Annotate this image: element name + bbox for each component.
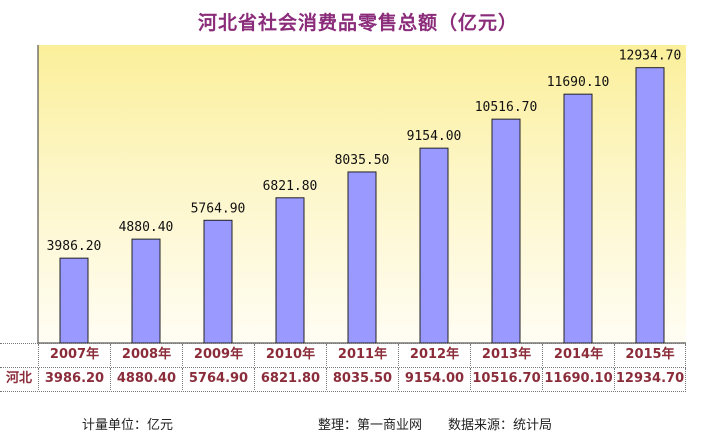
value-cell-3: 6821.80 (254, 368, 326, 390)
category-cell-5: 2012年 (398, 344, 470, 366)
bar-1 (131, 238, 161, 344)
category-cell-0: 2007年 (38, 344, 110, 366)
value-cell-6: 10516.70 (470, 368, 542, 390)
table-top-border (0, 343, 686, 344)
category-cell-7: 2014年 (542, 344, 614, 366)
table-bottom-border (0, 391, 686, 392)
chart-title: 河北省社会消费品零售总额（亿元） (197, 12, 518, 34)
bar-5 (419, 147, 449, 344)
bar-3 (275, 197, 305, 344)
bar-2 (203, 219, 233, 344)
value-cell-4: 8035.50 (326, 368, 398, 390)
category-cell-3: 2010年 (254, 344, 326, 366)
bar-value-label-4: 8035.50 (335, 153, 390, 168)
value-cell-2: 5764.90 (182, 368, 254, 390)
value-cell-5: 9154.00 (398, 368, 470, 390)
value-cell-1: 4880.40 (110, 368, 182, 390)
bar-8 (635, 67, 665, 344)
bar-value-label-2: 5764.90 (191, 201, 246, 216)
bar-6 (491, 118, 521, 344)
bar-value-label-6: 10516.70 (475, 100, 538, 115)
bar-value-label-5: 9154.00 (407, 129, 462, 144)
category-row-header (0, 344, 38, 366)
series-row-header: 河北 (5, 371, 32, 386)
category-cell-6: 2013年 (470, 344, 542, 366)
bar-0 (59, 257, 89, 344)
value-cell-0: 3986.20 (38, 368, 110, 390)
category-cell-1: 2008年 (110, 344, 182, 366)
bar-value-label-1: 4880.40 (119, 220, 174, 235)
bar-7 (563, 93, 593, 344)
unit-note: 计量单位：亿元 (82, 418, 174, 433)
table-mid-border (0, 367, 686, 368)
category-cell-8: 2015年 (614, 344, 686, 366)
bar-value-label-3: 6821.80 (263, 179, 318, 194)
category-cell-4: 2011年 (326, 344, 398, 366)
bar-value-label-8: 12934.70 (619, 49, 682, 64)
category-row: 2007年 2008年 2009年 2010年 2011年 2012年 2013年 2014年… (0, 344, 716, 366)
bars-group (59, 67, 665, 344)
source-note: 整理：第一商业网 数据来源：统计局 (318, 418, 553, 433)
value-row: 河北 3986.20 4880.40 5764.90 6821.80 8035.50 91… (0, 368, 716, 390)
category-cell-2: 2009年 (182, 344, 254, 366)
bar-value-label-0: 3986.20 (47, 239, 102, 254)
value-labels-group: 3986.20 4880.40 5764.90 6821.80 8035.50 9154.… (47, 49, 682, 254)
value-cell-7: 11690.10 (542, 368, 614, 390)
bar-value-label-7: 11690.10 (547, 75, 610, 90)
bar-4 (347, 171, 377, 344)
value-cell-8: 12934.70 (614, 368, 686, 390)
